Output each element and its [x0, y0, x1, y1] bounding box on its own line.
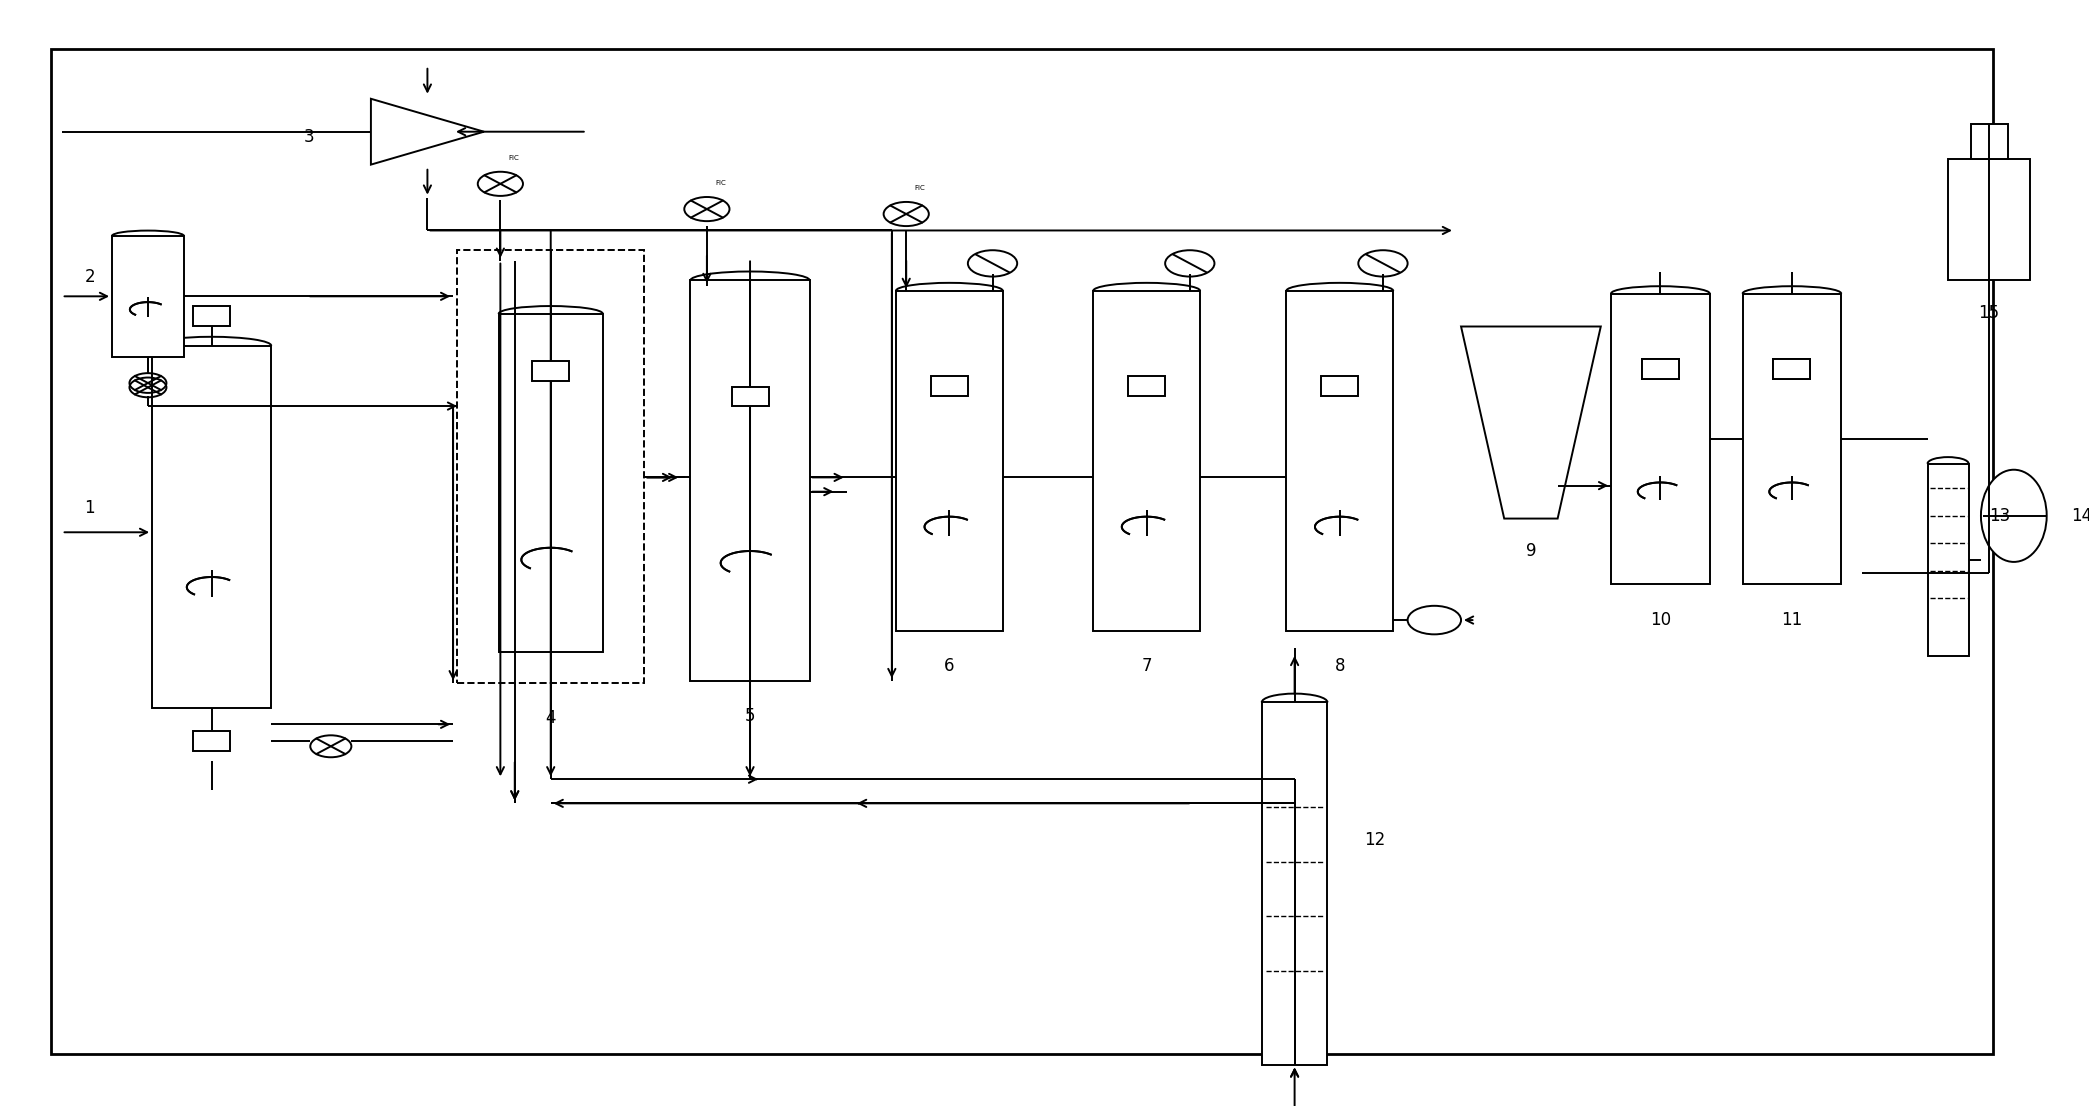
Text: 7: 7 — [1141, 657, 1151, 675]
Bar — [1642, 359, 1680, 379]
Text: 14: 14 — [2072, 507, 2089, 525]
Bar — [896, 291, 1003, 632]
Ellipse shape — [1980, 470, 2047, 562]
Text: 8: 8 — [1335, 657, 1345, 675]
Bar — [113, 236, 184, 356]
Bar — [192, 306, 230, 326]
Bar — [731, 387, 769, 406]
Bar — [691, 281, 811, 681]
Text: 3: 3 — [303, 128, 315, 146]
Polygon shape — [372, 98, 485, 165]
Text: 15: 15 — [1978, 304, 1999, 322]
Bar — [1642, 359, 1680, 379]
Bar — [1262, 702, 1327, 1065]
Text: 13: 13 — [1989, 507, 2010, 525]
Bar — [152, 346, 272, 708]
Polygon shape — [1460, 326, 1600, 519]
Text: FIC: FIC — [915, 185, 925, 191]
Text: 1: 1 — [84, 499, 94, 518]
Bar — [499, 314, 604, 651]
Bar — [1093, 291, 1199, 632]
Text: 11: 11 — [1782, 611, 1803, 628]
Bar — [1774, 359, 1811, 379]
Bar — [1611, 293, 1709, 584]
Text: FIC: FIC — [508, 155, 520, 160]
Bar — [1928, 463, 1968, 656]
Bar — [1287, 291, 1393, 632]
Bar — [1970, 124, 2008, 159]
Text: 4: 4 — [545, 709, 556, 728]
Bar — [1949, 159, 2031, 280]
Text: 10: 10 — [1650, 611, 1671, 628]
Text: 12: 12 — [1364, 831, 1385, 848]
Text: FIC: FIC — [714, 180, 725, 186]
Bar — [1742, 293, 1840, 584]
Text: 6: 6 — [944, 657, 955, 675]
Bar — [1128, 376, 1166, 396]
Bar — [533, 362, 568, 380]
Text: 9: 9 — [1525, 542, 1535, 561]
Text: 5: 5 — [746, 707, 756, 726]
Bar — [192, 731, 230, 751]
Bar — [932, 376, 967, 396]
Bar — [1322, 376, 1358, 396]
Text: 2: 2 — [84, 268, 94, 285]
Bar — [457, 250, 643, 684]
Bar — [1774, 359, 1811, 379]
